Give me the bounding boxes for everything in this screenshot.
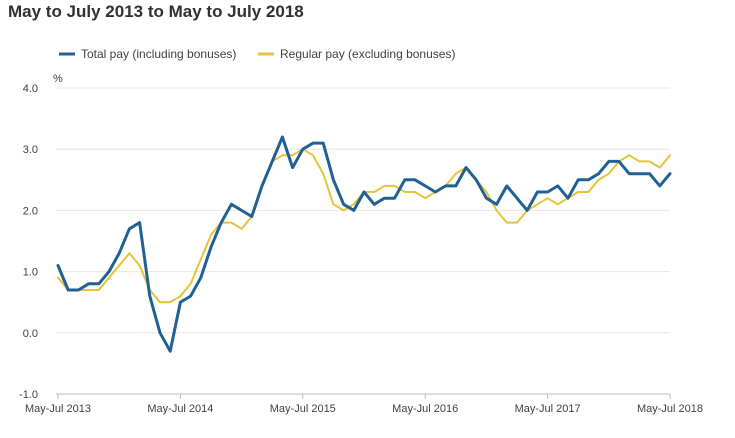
series-line-regular-pay: [57, 148, 671, 304]
y-tick-label: 1.0: [23, 267, 38, 279]
x-tick-label: May-Jul 2017: [515, 403, 581, 415]
x-tick-label: May-Jul 2016: [392, 403, 458, 415]
legend-label: Regular pay (excluding bonuses): [280, 47, 455, 61]
x-tick-label: May-Jul 2014: [147, 403, 213, 415]
y-tick-label: 2.0: [23, 205, 38, 217]
x-tick-label: May-Jul 2015: [270, 403, 336, 415]
y-tick-label: 0.0: [23, 328, 38, 340]
y-axis-unit-label: %: [53, 73, 63, 85]
series-line-total-pay: [56, 135, 672, 353]
x-tick-label: May-Jul 2018: [637, 403, 703, 415]
y-tick-label: -1.0: [19, 389, 38, 401]
x-tick-label: May-Jul 2013: [25, 403, 91, 415]
legend-label: Total pay (including bonuses): [81, 47, 236, 61]
y-tick-label: 3.0: [23, 144, 38, 156]
y-tick-label: 4.0: [23, 83, 38, 95]
chart-title: May to July 2013 to May to July 2018: [8, 2, 304, 21]
